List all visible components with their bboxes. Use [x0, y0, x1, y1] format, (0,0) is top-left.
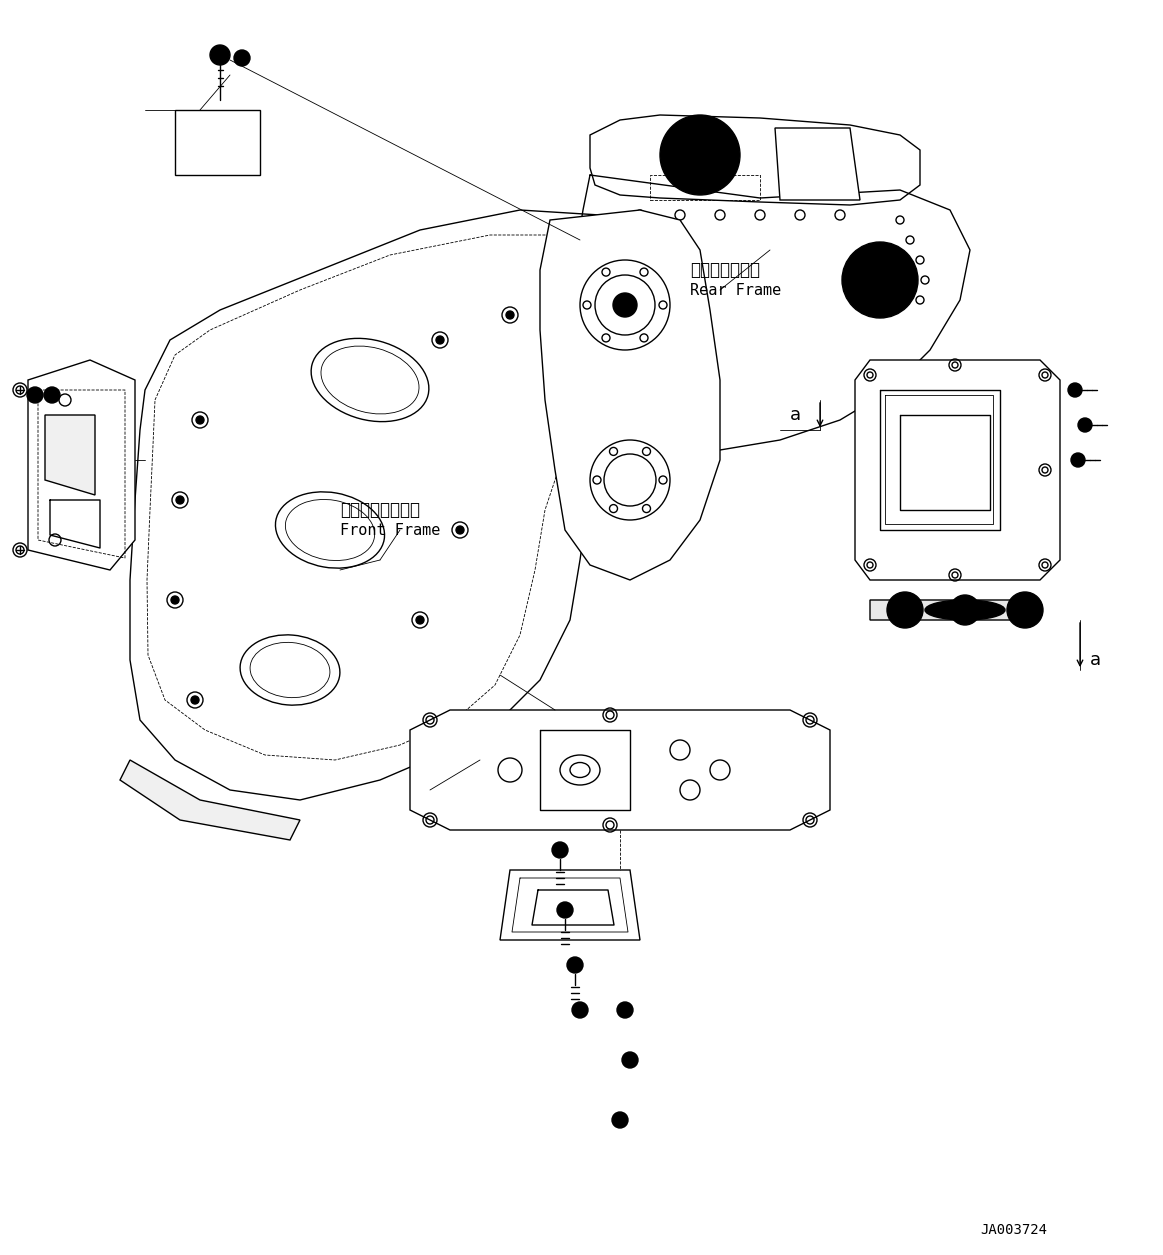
Circle shape — [622, 1052, 638, 1068]
Text: リヤーフレーム: リヤーフレーム — [690, 261, 759, 279]
Text: a: a — [1090, 651, 1101, 669]
Circle shape — [436, 336, 444, 344]
Polygon shape — [590, 115, 920, 205]
Polygon shape — [540, 210, 720, 580]
Circle shape — [672, 127, 728, 183]
Polygon shape — [855, 360, 1059, 580]
Circle shape — [416, 616, 424, 624]
Polygon shape — [45, 415, 95, 494]
Circle shape — [456, 526, 464, 533]
Text: Rear Frame: Rear Frame — [690, 282, 782, 297]
Polygon shape — [174, 110, 261, 174]
Ellipse shape — [925, 600, 1005, 620]
Circle shape — [572, 1001, 588, 1018]
Circle shape — [612, 1112, 628, 1128]
Circle shape — [659, 115, 740, 195]
Circle shape — [842, 242, 918, 318]
Polygon shape — [120, 761, 300, 840]
Circle shape — [211, 45, 230, 65]
Circle shape — [27, 387, 43, 403]
Circle shape — [552, 842, 568, 858]
Circle shape — [685, 141, 715, 169]
Circle shape — [44, 387, 60, 403]
Circle shape — [557, 902, 573, 917]
Circle shape — [234, 50, 250, 67]
Polygon shape — [500, 870, 640, 940]
Text: JA003724: JA003724 — [980, 1224, 1047, 1237]
Circle shape — [171, 596, 179, 604]
Circle shape — [854, 254, 906, 306]
Circle shape — [1007, 592, 1043, 628]
Polygon shape — [130, 210, 659, 799]
Polygon shape — [775, 128, 859, 200]
Circle shape — [618, 1001, 633, 1018]
Circle shape — [568, 958, 583, 973]
Circle shape — [950, 595, 980, 625]
Polygon shape — [870, 600, 1040, 620]
Circle shape — [506, 311, 514, 319]
Polygon shape — [28, 360, 135, 570]
Text: a: a — [790, 407, 801, 424]
Circle shape — [1078, 418, 1092, 432]
Circle shape — [1071, 453, 1085, 467]
Polygon shape — [411, 710, 830, 830]
Circle shape — [1068, 383, 1082, 397]
Circle shape — [197, 415, 204, 424]
Circle shape — [613, 292, 637, 318]
Circle shape — [176, 496, 184, 505]
Text: Front Frame: Front Frame — [340, 522, 441, 537]
Circle shape — [191, 697, 199, 704]
Circle shape — [887, 592, 923, 628]
Circle shape — [866, 267, 893, 292]
Text: フロントフレーム: フロントフレーム — [340, 501, 420, 520]
